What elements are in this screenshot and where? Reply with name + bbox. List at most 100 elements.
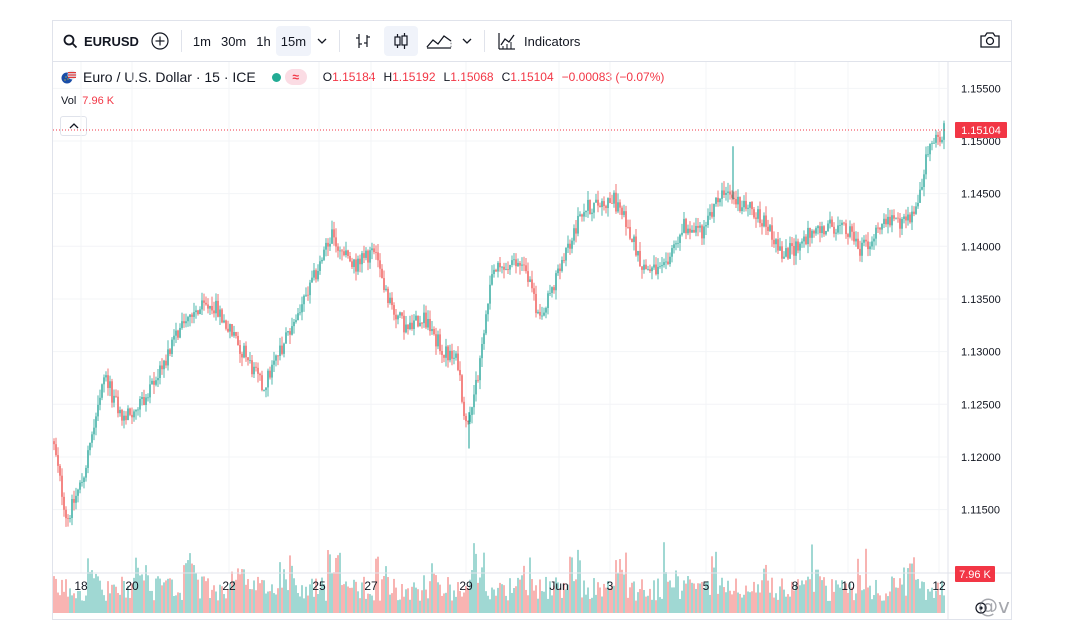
candle: [157, 368, 159, 388]
candle: [541, 306, 543, 320]
volume-bar: [749, 592, 751, 613]
volume-bar: [95, 573, 97, 613]
volume-bar: [193, 565, 195, 613]
candle: [491, 265, 493, 286]
symbol-name: EURUSD: [84, 33, 139, 49]
volume-bar: [791, 581, 793, 613]
collapse-legend-button[interactable]: [60, 116, 87, 136]
volume-bar: [103, 595, 105, 613]
volume-bar: [531, 579, 533, 613]
volume-bar: [231, 571, 233, 613]
series-title[interactable]: Euro / U.S. Dollar · 15 · ICE: [83, 69, 256, 85]
candle: [843, 221, 845, 226]
compare-symbol-button[interactable]: [145, 26, 175, 56]
volume-bar: [279, 562, 281, 613]
volume-bar: [765, 564, 767, 613]
candle: [603, 196, 605, 211]
candle: [597, 190, 599, 213]
candle: [159, 361, 161, 385]
candle: [765, 206, 767, 236]
candle: [885, 214, 887, 228]
candle: [845, 219, 847, 239]
volume-bar: [99, 580, 101, 613]
price-axis[interactable]: 1.15500 1.15000 1.14500 1.14000 1.13500 1.130…: [961, 83, 1001, 516]
candle: [711, 203, 713, 219]
candle: [589, 199, 591, 215]
indicators-button[interactable]: Indicators: [491, 26, 586, 56]
volume-bar: [855, 593, 857, 613]
volume-bar: [125, 597, 127, 613]
interval-1m-button[interactable]: 1m: [192, 33, 211, 49]
volume-bar: [455, 596, 457, 613]
time-axis[interactable]: 18 20 22 25 27 29 Jun 3 5 8 10 12: [53, 62, 1011, 619]
volume-bar: [863, 589, 865, 613]
candle: [269, 366, 271, 380]
candle: [865, 234, 867, 247]
candle: [715, 197, 717, 207]
volume-bar: [61, 579, 63, 613]
volume-bar: [829, 600, 831, 613]
candle: [273, 351, 275, 372]
volume-bar: [847, 592, 849, 613]
candle: [97, 395, 99, 422]
interval-15m-button[interactable]: 15m: [275, 26, 312, 56]
volume-bar: [225, 598, 227, 613]
candle: [683, 211, 685, 234]
candle: [119, 406, 121, 417]
volume-bar: [895, 587, 897, 613]
volume-bar: [77, 591, 79, 613]
interval-1h-button[interactable]: 1h: [256, 33, 271, 49]
volume-bar: [685, 583, 687, 613]
chart-type-dropdown-button[interactable]: [456, 26, 478, 56]
market-status-badge[interactable]: ≈: [271, 69, 307, 85]
candle: [943, 120, 945, 150]
volume-bar: [139, 575, 141, 613]
chart-canvas[interactable]: 1.15500 1.15000 1.14500 1.14000 1.13500 1.130…: [53, 62, 1011, 619]
candle: [909, 212, 911, 224]
volume-bar: [107, 581, 109, 613]
volume-bar: [377, 556, 379, 613]
volume-bar: [475, 553, 477, 613]
volume-bar: [839, 587, 841, 613]
candle: [735, 190, 737, 208]
volume-bar: [419, 600, 421, 613]
change-value: −0.00083 (−0.07%): [561, 70, 665, 84]
candle: [321, 257, 323, 264]
candle: [279, 337, 281, 361]
volume-bar: [117, 592, 119, 613]
svg-text:7.96 K: 7.96 K: [959, 569, 991, 581]
volume-bar: [711, 556, 713, 613]
candle: [887, 208, 889, 234]
candle: [839, 219, 841, 235]
candle: [857, 231, 859, 250]
time-tick-label: 10: [841, 579, 855, 593]
candle: [757, 205, 759, 223]
volume-bar: [933, 597, 935, 613]
snapshot-button[interactable]: [979, 31, 1001, 52]
bars-chart-button[interactable]: [346, 26, 380, 56]
volume-bar: [247, 579, 249, 613]
symbol-search-button[interactable]: EURUSD: [53, 26, 145, 56]
area-chart-icon: [426, 35, 452, 49]
candle: [537, 309, 539, 315]
volume-bar: [809, 579, 811, 613]
candle: [449, 344, 451, 363]
volume-bar: [827, 600, 829, 613]
area-chart-button[interactable]: [422, 26, 456, 56]
axis-settings-button[interactable]: [975, 602, 987, 614]
interval-dropdown-button[interactable]: [311, 26, 333, 56]
volume-bar: [887, 596, 889, 613]
candle: [439, 328, 441, 355]
volume-bar: [707, 581, 709, 613]
candles-chart-button[interactable]: [384, 26, 419, 56]
interval-30m-button[interactable]: 30m: [220, 33, 247, 49]
candle: [855, 231, 857, 247]
candle: [889, 209, 891, 228]
candle: [177, 329, 179, 340]
volume-bar: [631, 582, 633, 613]
candle: [703, 220, 705, 245]
volume-bar: [845, 583, 847, 613]
candle: [127, 405, 129, 421]
volume-bar: [867, 587, 869, 613]
candle: [533, 282, 535, 301]
